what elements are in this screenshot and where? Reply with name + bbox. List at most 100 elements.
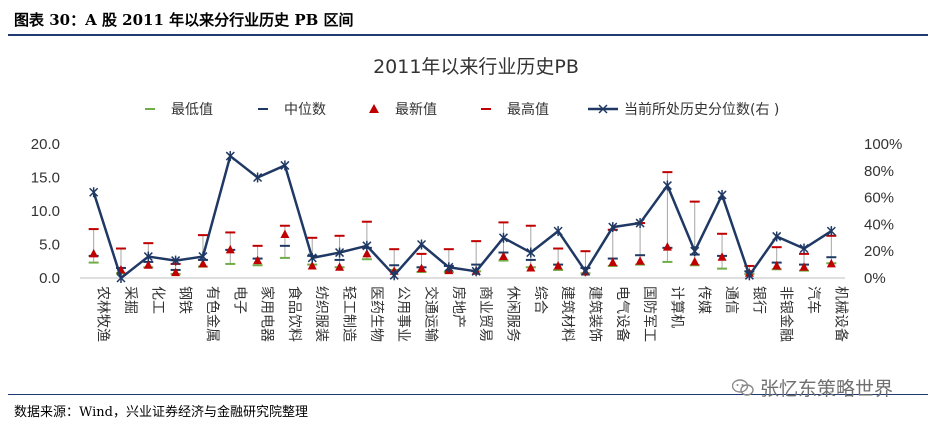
category-label: 休闲服务 bbox=[504, 286, 520, 342]
latest-marker bbox=[498, 251, 508, 261]
category-label: 交通运输 bbox=[423, 286, 440, 342]
latest-marker bbox=[307, 260, 317, 270]
legend-item: 当前所处历史分位数(右 ) bbox=[588, 101, 779, 118]
bottom-rule bbox=[8, 394, 928, 395]
percentile-point bbox=[198, 251, 208, 262]
percentile-point bbox=[225, 151, 235, 162]
percentile-point bbox=[362, 240, 372, 251]
legend-label: 最新值 bbox=[395, 102, 437, 118]
percentile-point bbox=[662, 180, 672, 191]
latest-marker bbox=[553, 260, 563, 270]
chart-legend: 最低值 中位数 最新值 最高值 当前所处历史分位数(右 ) bbox=[145, 101, 779, 118]
latest-marker bbox=[280, 229, 290, 238]
watermark: 张忆东策略世界 bbox=[732, 374, 893, 401]
percentile-point bbox=[253, 172, 263, 183]
latest-marker bbox=[362, 248, 372, 258]
percentile-point bbox=[690, 246, 700, 257]
right-tick-label: 20% bbox=[864, 243, 894, 260]
category-label: 建筑材料 bbox=[559, 286, 575, 342]
latest-marker bbox=[826, 258, 836, 268]
watermark-text: 张忆东策略世界 bbox=[760, 378, 894, 400]
percentile-point bbox=[171, 255, 181, 266]
category-axis: 农林牧渔 采掘 化工 钢铁 有色金属 电子 家用电器 食品饮料 纺织服装 轻工制造 医药生物 公用事业… bbox=[95, 286, 850, 342]
category-label: 计算机 bbox=[668, 286, 684, 328]
percentile-point bbox=[799, 243, 809, 254]
top-rule bbox=[8, 34, 928, 36]
data-source: 数据来源：Wind，兴业证券经济与金融研究院整理 bbox=[14, 405, 308, 420]
latest-marker bbox=[253, 255, 263, 265]
category-label: 国防军工 bbox=[641, 286, 657, 342]
latest-marker bbox=[198, 258, 208, 268]
right-axis: 0% 20% 40% 60% 80% 100% bbox=[864, 136, 902, 287]
right-tick-label: 100% bbox=[864, 136, 902, 153]
latest-marker bbox=[417, 263, 427, 273]
category-label: 非银金融 bbox=[778, 286, 794, 342]
category-label: 食品饮料 bbox=[286, 286, 303, 342]
percentile-point bbox=[444, 262, 454, 273]
legend-label: 最低值 bbox=[171, 102, 213, 118]
percentile-series bbox=[89, 151, 836, 283]
percentile-point bbox=[553, 226, 563, 237]
category-label: 房地产 bbox=[450, 286, 466, 328]
legend-label: 当前所处历史分位数(右 ) bbox=[624, 101, 779, 118]
category-label: 机械设备 bbox=[832, 286, 849, 342]
wechat-icon bbox=[732, 378, 754, 396]
category-label: 传媒 bbox=[696, 286, 712, 314]
legend-item: 最高值 bbox=[481, 101, 549, 118]
percentile-point bbox=[116, 273, 126, 283]
percentile-point bbox=[471, 266, 481, 277]
percentile-point bbox=[498, 232, 509, 243]
range-series bbox=[88, 171, 837, 277]
percentile-point bbox=[526, 247, 536, 258]
legend-label: 最高值 bbox=[507, 101, 549, 118]
percentile-point bbox=[389, 270, 399, 281]
category-label: 医药生物 bbox=[368, 286, 384, 342]
left-tick-label: 20.0 bbox=[31, 136, 60, 153]
latest-marker bbox=[662, 242, 672, 251]
percentile-point bbox=[717, 189, 727, 200]
latest-marker bbox=[143, 260, 153, 269]
category-label: 电子 bbox=[231, 286, 247, 314]
latest-marker bbox=[171, 267, 181, 277]
category-label: 纺织服装 bbox=[313, 286, 329, 342]
latest-marker bbox=[335, 262, 345, 271]
category-label: 农林牧渔 bbox=[95, 286, 111, 342]
category-label: 建筑装饰 bbox=[586, 286, 602, 342]
legend-item: 最新值 bbox=[369, 102, 437, 118]
left-tick-label: 10.0 bbox=[31, 203, 60, 220]
left-tick-label: 0.0 bbox=[39, 270, 60, 287]
latest-marker bbox=[526, 262, 536, 272]
category-label: 有色金属 bbox=[204, 286, 221, 342]
legend-label: 中位数 bbox=[284, 102, 326, 118]
category-label: 公用事业 bbox=[395, 286, 411, 342]
category-label: 家用电器 bbox=[259, 286, 276, 342]
percentile-point bbox=[744, 270, 754, 281]
percentile-point bbox=[580, 266, 590, 277]
percentile-point bbox=[335, 247, 345, 258]
latest-marker bbox=[635, 256, 645, 265]
left-axis: 0.0 5.0 10.0 15.0 20.0 bbox=[31, 136, 60, 287]
latest-marker bbox=[772, 260, 782, 270]
percentile-point bbox=[307, 252, 317, 263]
latest-marker bbox=[89, 248, 99, 258]
left-tick-label: 15.0 bbox=[31, 170, 60, 187]
right-tick-label: 80% bbox=[864, 163, 894, 180]
category-label: 电气设备 bbox=[614, 286, 631, 342]
category-label: 轻工制造 bbox=[341, 286, 357, 342]
legend-item: 最低值 bbox=[145, 102, 213, 118]
left-tick-label: 5.0 bbox=[39, 237, 60, 254]
percentile-point bbox=[416, 239, 427, 250]
latest-marker bbox=[608, 257, 618, 267]
percentile-point bbox=[280, 160, 290, 171]
latest-marker bbox=[799, 262, 809, 271]
percentile-point bbox=[89, 187, 99, 198]
latest-marker bbox=[717, 252, 727, 261]
category-label: 汽车 bbox=[805, 286, 822, 314]
legend-item: 中位数 bbox=[258, 102, 326, 118]
category-label: 采掘 bbox=[122, 286, 138, 314]
pb-range-chart: 2011年以来行业历史PB 最低值 中位数 最新值 最高值 当前所处历史分位数(右 ) … bbox=[31, 56, 903, 342]
category-label: 通信 bbox=[723, 286, 739, 314]
percentile-point bbox=[143, 251, 153, 262]
chart-title: 2011年以来行业历史PB bbox=[373, 56, 579, 78]
percentile-point bbox=[826, 226, 836, 237]
